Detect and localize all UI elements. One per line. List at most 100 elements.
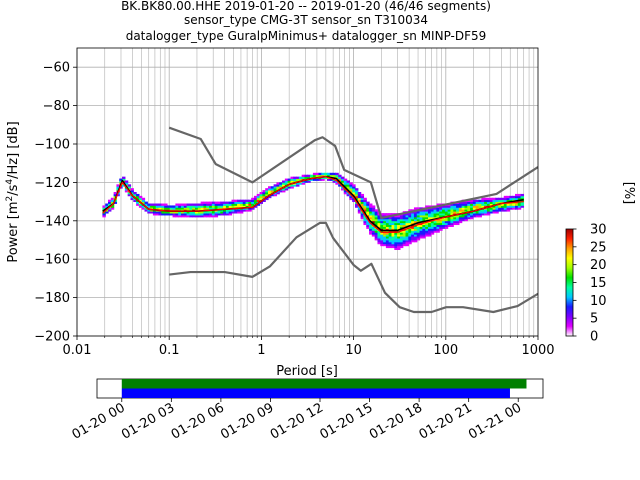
density-cell [394, 215, 398, 218]
density-cell [251, 197, 255, 201]
density-cell [197, 215, 202, 218]
density-cell [312, 172, 317, 176]
density-cell [279, 186, 283, 189]
density-cell [422, 222, 426, 226]
coverage-bar-blue [121, 388, 510, 398]
density-cell [433, 224, 438, 227]
density-cell [239, 209, 244, 212]
density-cell [422, 216, 426, 220]
ppsd-plot-area: 0.01 0.1 1 10 100 1000 −200 −180 −160 −140 −120 −1… [5, 47, 555, 379]
density-cell [197, 213, 202, 216]
density-cell [461, 215, 466, 218]
density-cell [102, 205, 106, 208]
density-cell [279, 182, 283, 185]
density-cell [276, 184, 280, 187]
density-cell [391, 213, 395, 216]
density-cell [326, 172, 331, 176]
density-cell [180, 215, 185, 218]
density-cell [383, 243, 387, 247]
density-cell [172, 211, 176, 214]
plot-background [77, 48, 538, 336]
density-cell [136, 201, 140, 204]
density-cell [147, 209, 151, 212]
density-cell [214, 211, 219, 214]
density-cell [413, 211, 418, 214]
density-cell [301, 176, 306, 179]
density-cell [231, 201, 235, 204]
density-cell [279, 184, 283, 187]
density-cell [346, 186, 350, 189]
density-cell [175, 213, 179, 216]
density-cell [402, 243, 407, 247]
density-cell [217, 211, 221, 214]
density-cell [374, 213, 379, 216]
density-cell [512, 195, 516, 199]
density-cell [444, 205, 449, 208]
time-tick-label: 01-20 09 [218, 400, 276, 442]
density-cell [411, 234, 415, 237]
density-cell [475, 213, 480, 216]
density-cell [430, 209, 435, 212]
density-cell [408, 215, 412, 218]
density-cell [363, 209, 367, 212]
density-cell [195, 211, 199, 214]
density-cell [369, 226, 373, 229]
density-cell [161, 207, 165, 210]
density-cell [427, 216, 432, 220]
density-cell [461, 201, 466, 204]
density-cell [332, 174, 336, 178]
density-cell [105, 211, 109, 214]
density-cell [312, 174, 317, 178]
density-cell [458, 209, 463, 212]
time-tick-label: 01-20 21 [417, 400, 475, 442]
density-cell [472, 211, 477, 214]
density-cell [442, 220, 446, 224]
density-cell [259, 201, 263, 204]
density-cell [124, 190, 129, 193]
density-cell [464, 216, 468, 220]
density-cell [456, 203, 460, 206]
y-axis-label: Power [m2/s4/Hz] [dB] [5, 121, 21, 262]
density-cell [209, 213, 213, 216]
density-cell [363, 218, 367, 222]
density-cell [282, 180, 286, 183]
density-cell [444, 226, 449, 229]
density-cell [427, 228, 432, 231]
density-cell [388, 216, 393, 220]
density-cell [183, 203, 188, 206]
density-cell [503, 197, 508, 201]
density-cell [366, 226, 370, 229]
density-cell [425, 209, 429, 212]
density-cell [357, 193, 362, 197]
density-cell [391, 241, 395, 245]
density-cell [430, 230, 435, 233]
density-cell [335, 182, 339, 185]
density-cell [416, 226, 421, 229]
density-cell [127, 193, 132, 197]
density-cell [195, 213, 199, 216]
density-cell [195, 215, 199, 218]
density-cell [475, 205, 480, 208]
y-tick-label: −140 [34, 214, 70, 229]
density-cell [273, 193, 278, 197]
density-cell [444, 218, 449, 222]
density-cell [363, 220, 367, 224]
density-cell [467, 216, 471, 220]
density-cell [447, 209, 452, 212]
density-cell [374, 220, 379, 224]
density-cell [405, 216, 409, 220]
density-cell [444, 209, 449, 212]
density-cell [248, 203, 252, 206]
density-cell [436, 203, 440, 206]
density-cell [211, 213, 216, 216]
density-cell [385, 226, 390, 229]
density-cell [374, 236, 379, 239]
density-cell [402, 224, 407, 227]
density-cell [391, 224, 395, 227]
density-cell [360, 197, 365, 201]
density-cell [464, 209, 468, 212]
density-cell [164, 213, 168, 216]
density-cell [298, 182, 303, 185]
density-cell [422, 211, 426, 214]
density-cell [253, 199, 258, 202]
